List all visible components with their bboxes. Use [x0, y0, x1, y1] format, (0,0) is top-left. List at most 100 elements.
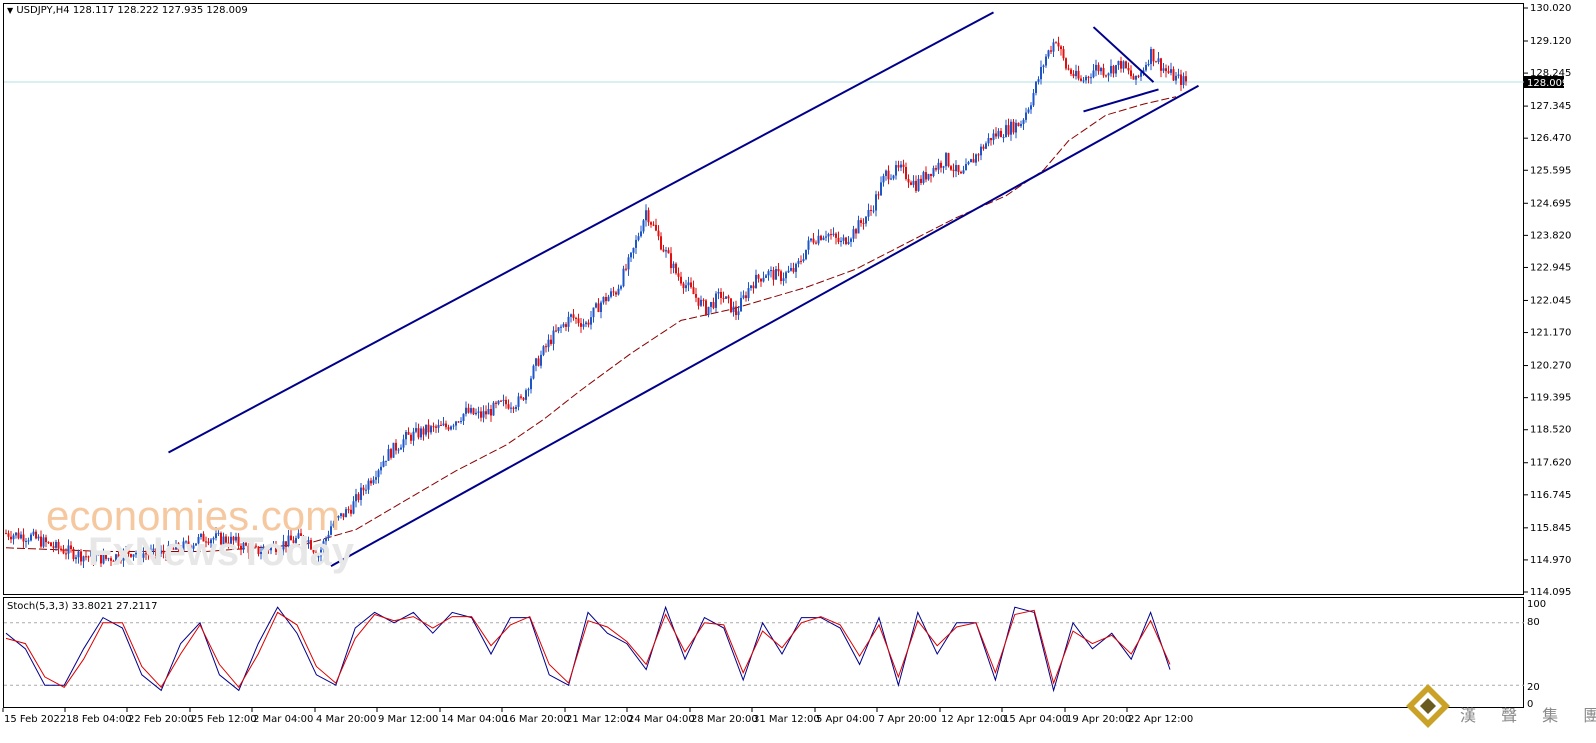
candle-body	[1175, 75, 1177, 81]
candle-body	[1012, 121, 1015, 133]
wedge-top-trendline[interactable]	[1092, 26, 1155, 83]
candle-body	[1057, 42, 1060, 47]
candle-body	[1052, 42, 1055, 52]
candle-body	[670, 253, 672, 269]
candle-body	[902, 164, 905, 167]
candle-body	[947, 153, 950, 167]
candle-body	[597, 303, 600, 312]
candle-body	[160, 550, 162, 554]
candle-body	[1010, 121, 1012, 135]
candle-body	[50, 542, 52, 547]
candle-body	[1020, 124, 1022, 127]
candle-body	[195, 543, 197, 546]
candle-body	[820, 235, 822, 240]
candle-body	[535, 358, 537, 366]
candle-body	[647, 210, 650, 223]
candle-body	[1067, 68, 1070, 70]
trendlines[interactable]	[168, 11, 1199, 568]
candle-body	[417, 428, 420, 438]
candle-body	[642, 220, 645, 232]
candle-body	[960, 171, 962, 174]
candle-body	[790, 268, 792, 271]
candle-body	[30, 534, 32, 541]
candle-body	[907, 178, 910, 183]
upper-channel-trendline[interactable]	[168, 11, 994, 454]
candle-body	[922, 172, 925, 183]
candle-body	[1100, 67, 1102, 72]
candle-body	[530, 378, 532, 390]
candle-body	[1022, 119, 1025, 125]
candle-body	[467, 407, 470, 413]
candle-body	[655, 224, 657, 231]
candle-body	[1137, 75, 1140, 77]
symbol-header: ▼ USDJPY,H4 128.117 128.222 127.935 128.…	[7, 5, 248, 16]
candle-body	[957, 165, 960, 172]
x-tick-label: 15 Apr 04:00	[1003, 714, 1068, 725]
y-tick-label: 128.245	[1530, 68, 1571, 79]
wedge-bottom-trendline[interactable]	[1083, 88, 1159, 113]
candle-body	[320, 549, 322, 557]
candle-body	[460, 420, 462, 422]
candle-body	[215, 533, 217, 539]
candle-body	[85, 556, 87, 558]
candle-body	[332, 523, 335, 527]
candle-body	[1170, 69, 1172, 73]
candle-body	[385, 460, 387, 462]
candle-body	[510, 407, 512, 409]
candle-body	[857, 220, 860, 234]
candle-body	[487, 409, 490, 415]
y-tick-label: 120.270	[1530, 361, 1571, 372]
candle-body	[975, 154, 977, 163]
candle-body	[927, 173, 930, 180]
candle-body	[802, 259, 805, 262]
candle-body	[245, 542, 247, 546]
candle-body	[717, 291, 720, 294]
candle-body	[17, 532, 20, 539]
candle-body	[1060, 46, 1062, 50]
candle-body	[1157, 58, 1160, 63]
stoch-level-80: 80	[1527, 617, 1540, 628]
candle-body	[152, 548, 155, 551]
candle-body	[1167, 71, 1170, 73]
candle-body	[425, 424, 427, 435]
candle-body	[120, 560, 122, 562]
candle-body	[585, 322, 587, 325]
candle-body	[630, 252, 632, 258]
candle-body	[455, 421, 457, 426]
x-tick-label: 15 Feb 2022	[4, 714, 66, 725]
candle-body	[445, 423, 447, 428]
candle-body	[377, 470, 380, 478]
candle-body	[302, 535, 305, 541]
lower-support-trendline[interactable]	[330, 84, 1199, 568]
candle-body	[1025, 112, 1027, 120]
candle-body	[660, 236, 662, 250]
price-axis[interactable]: 130.020 129.120 128.245 127.345 126.470 125.5…	[1524, 3, 1571, 598]
candle-body	[807, 240, 810, 250]
candle-body	[430, 426, 432, 433]
candle-body	[787, 270, 790, 273]
candle-body	[375, 477, 377, 480]
candle-body	[1042, 65, 1045, 67]
candle-body	[637, 236, 640, 240]
candle-body	[15, 532, 17, 536]
candle-body	[65, 553, 67, 555]
candle-body	[415, 428, 417, 432]
candle-body	[682, 283, 685, 289]
candle-body	[917, 178, 920, 191]
candle-body	[107, 558, 110, 560]
candle-body	[452, 425, 455, 427]
y-tick-label: 119.395	[1530, 393, 1571, 404]
candle-body	[230, 536, 232, 545]
candle-body	[965, 164, 967, 171]
candle-body	[985, 143, 987, 149]
collapse-icon[interactable]: ▼	[7, 6, 14, 15]
candle-body	[607, 296, 610, 302]
candle-body	[890, 178, 892, 180]
candle-body	[990, 137, 992, 141]
candle-body	[620, 286, 622, 289]
candle-body	[847, 241, 850, 244]
candle-body	[1070, 69, 1072, 74]
candle-body	[62, 549, 65, 554]
